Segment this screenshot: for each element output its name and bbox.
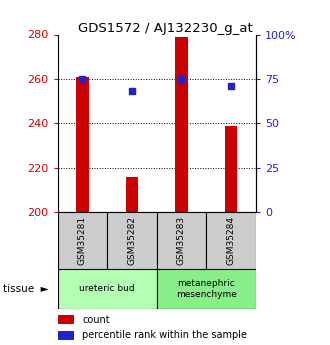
- Bar: [157, 212, 206, 269]
- Bar: [225, 126, 237, 212]
- Bar: [157, 269, 256, 309]
- Text: percentile rank within the sample: percentile rank within the sample: [82, 331, 247, 340]
- Bar: [58, 331, 74, 340]
- Bar: [107, 212, 157, 269]
- Text: tissue  ►: tissue ►: [3, 284, 49, 294]
- Bar: [206, 212, 256, 269]
- Text: GDS1572 / AJ132230_g_at: GDS1572 / AJ132230_g_at: [78, 22, 252, 36]
- Text: ureteric bud: ureteric bud: [80, 284, 135, 294]
- Text: GSM35282: GSM35282: [127, 216, 137, 265]
- Bar: [76, 77, 89, 212]
- Bar: [126, 177, 138, 212]
- Text: count: count: [82, 315, 110, 325]
- Text: metanephric
mesenchyme: metanephric mesenchyme: [176, 279, 237, 299]
- Bar: [58, 212, 107, 269]
- Bar: [58, 269, 157, 309]
- Text: GSM35283: GSM35283: [177, 216, 186, 265]
- Bar: [175, 37, 188, 212]
- Text: GSM35281: GSM35281: [78, 216, 87, 265]
- Bar: [58, 315, 74, 324]
- Text: GSM35284: GSM35284: [226, 216, 236, 265]
